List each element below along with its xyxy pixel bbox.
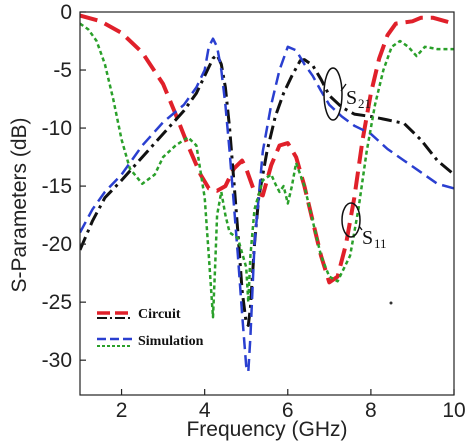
x-tick-label: 4 xyxy=(199,399,211,422)
plot-background xyxy=(80,12,454,395)
s11-subscript: 11 xyxy=(374,236,387,251)
s21-pointer xyxy=(340,83,347,92)
y-axis-title: S-Parameters (dB) xyxy=(8,117,31,292)
y-tick-label: -10 xyxy=(42,117,72,140)
x-tick-label: 2 xyxy=(116,399,128,422)
series-line-simulation-S21 xyxy=(80,37,454,374)
legend: Circuit Simulation xyxy=(97,307,204,349)
s11-pointer xyxy=(358,225,363,231)
legend-circuit-label: Circuit xyxy=(138,307,181,322)
series-layer xyxy=(80,13,454,374)
s11-annotation: S 11 xyxy=(341,202,387,251)
x-tick-label: 10 xyxy=(442,399,465,422)
legend-simulation-label: Simulation xyxy=(138,334,204,349)
y-tick-label: -20 xyxy=(42,233,72,256)
x-tick-label: 6 xyxy=(282,399,294,422)
y-tick-label: -25 xyxy=(42,291,72,314)
y-tick-label: 0 xyxy=(60,1,72,24)
y-tick-label: -5 xyxy=(53,59,72,82)
tick-layer: 2 4 6 8 10 0 -5 -10 -15 -20 -25 -30 xyxy=(42,1,466,422)
s21-subscript: 21 xyxy=(358,96,371,111)
x-tick-label: 8 xyxy=(365,399,377,422)
series-line-circuit-S11 xyxy=(80,13,454,285)
series-line-circuit-S21 xyxy=(80,53,454,327)
y-tick-label: -30 xyxy=(42,349,72,372)
s11-ellipse xyxy=(341,202,361,238)
s21-ellipse xyxy=(323,67,343,121)
series-line-simulation-S11 xyxy=(80,22,454,319)
x-axis-title: Frequency (GHz) xyxy=(186,418,347,441)
plot-frame xyxy=(79,11,455,396)
stray-dot xyxy=(389,301,393,305)
s21-annotation: S 21 xyxy=(323,67,371,121)
s21-label: S xyxy=(346,87,357,109)
y-tick-label: -15 xyxy=(42,175,72,198)
s11-label: S xyxy=(362,227,373,249)
